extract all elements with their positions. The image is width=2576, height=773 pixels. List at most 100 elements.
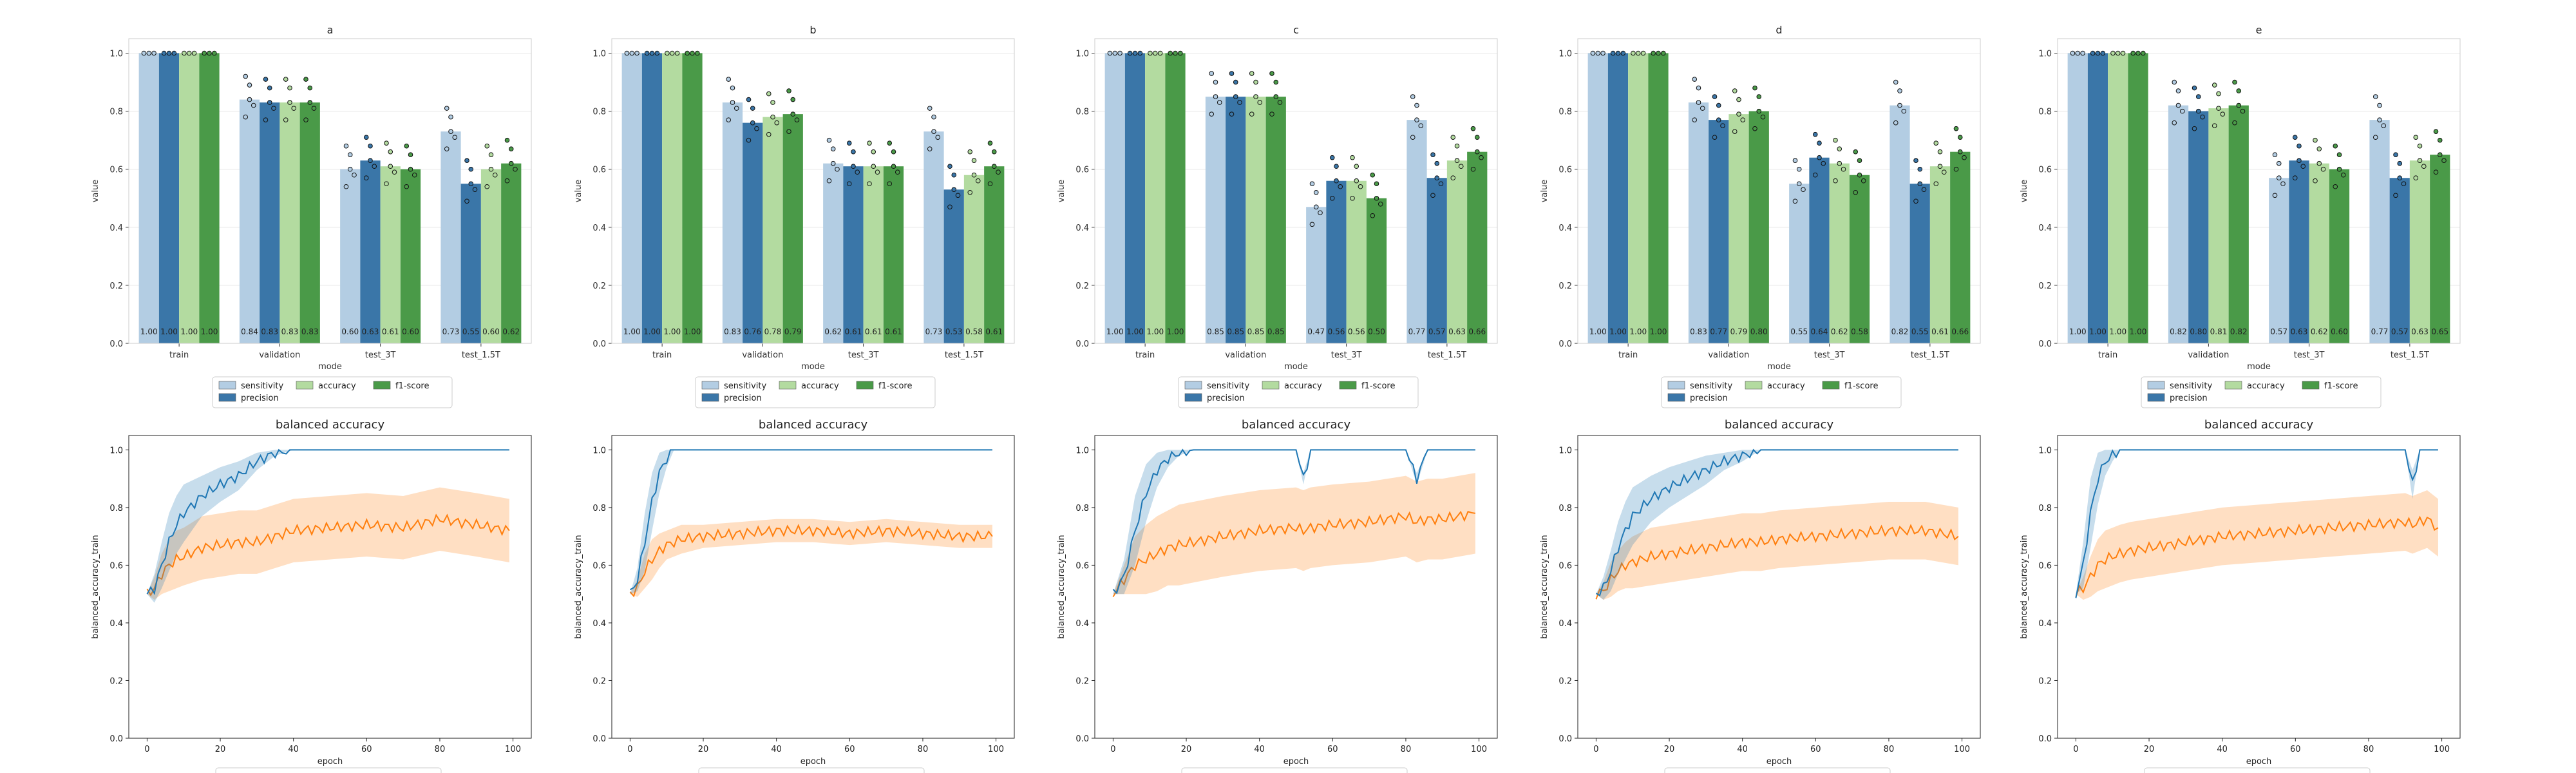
x-axis-label: epoch	[800, 757, 826, 767]
fold-point	[303, 117, 308, 122]
fold-point	[444, 146, 450, 151]
fold-point	[2292, 175, 2298, 181]
fold-point	[1752, 126, 1757, 131]
fold-point	[2372, 135, 2378, 140]
bar-value-label: 0.77	[2371, 327, 2389, 336]
fold-point	[2297, 158, 2302, 163]
bar-value-label: 1.00	[1106, 327, 1124, 336]
bar-value-label: 0.63	[1448, 327, 1466, 336]
bar-value-label: 0.55	[1911, 327, 1929, 336]
bar-value-label: 0.55	[1790, 327, 1808, 336]
fold-point	[368, 143, 373, 149]
legend-label: sensitivity	[1207, 381, 1250, 391]
fold-point	[754, 126, 759, 131]
fold-point	[2417, 158, 2423, 163]
fold-point	[247, 97, 252, 102]
bar-accuracy	[279, 102, 300, 343]
bar-precision	[1124, 53, 1146, 344]
bar-value-label: 0.62	[1831, 327, 1848, 336]
x-tick-label: validation	[742, 350, 783, 360]
fold-point	[2136, 50, 2141, 56]
y-axis-label: balanced_accuracy_train	[2020, 535, 2029, 638]
fold-point	[2333, 143, 2338, 149]
fold-point	[649, 50, 655, 56]
y-tick-label: 1.0	[1075, 50, 1089, 59]
bar-f1-score	[1748, 111, 1769, 343]
fold-point	[368, 158, 373, 163]
fold-point	[363, 135, 369, 140]
fold-point	[1257, 100, 1263, 105]
bar-precision	[943, 189, 964, 343]
bar-sensitivity	[621, 53, 642, 344]
fold-point	[770, 100, 775, 105]
fold-point	[1249, 71, 1255, 76]
bar-value-label: 0.64	[1811, 327, 1828, 336]
bar-sensitivity	[239, 99, 260, 343]
fold-point	[408, 152, 413, 157]
fold-point	[996, 169, 1001, 175]
fold-point	[2216, 91, 2221, 97]
fold-point	[2377, 102, 2382, 108]
fold-point	[1921, 187, 1927, 193]
legend-swatch-accuracy	[1262, 381, 1280, 390]
fold-point	[271, 106, 276, 111]
fold-point	[1229, 111, 1235, 117]
bar-value-label: 0.56	[1328, 327, 1345, 336]
bar-value-label: 0.80	[2190, 327, 2207, 336]
fold-point	[826, 178, 832, 184]
legend-box-partial	[2144, 767, 2371, 773]
y-tick-label: 0.2	[1558, 676, 1572, 686]
bar-value-label: 0.84	[241, 327, 258, 336]
val-line	[1112, 510, 1476, 597]
fold-point	[955, 193, 961, 198]
fold-point	[1209, 71, 1215, 76]
legend-box-partial	[1181, 767, 1408, 773]
val-line-band	[1113, 473, 1475, 595]
y-tick-label: 1.0	[1558, 446, 1572, 455]
fold-point	[975, 178, 981, 184]
fold-point	[1716, 102, 1721, 108]
fold-point	[1937, 164, 1943, 169]
fold-point	[766, 91, 772, 97]
fold-point	[2393, 193, 2398, 198]
fold-point	[464, 158, 469, 163]
fold-point	[1117, 50, 1122, 56]
bar-accuracy	[963, 175, 985, 343]
bar-value-label: 0.61	[382, 327, 399, 336]
fold-point	[1957, 135, 1963, 140]
bar-value-label: 0.60	[402, 327, 419, 336]
bar-precision	[1909, 184, 1930, 343]
bar-value-label: 0.57	[2391, 327, 2409, 336]
bar-precision	[2087, 53, 2108, 344]
bar-accuracy	[1628, 53, 1649, 344]
bar-precision	[843, 166, 864, 343]
x-tick-label: train	[1135, 350, 1155, 360]
fold-point	[931, 129, 936, 134]
val-line-band	[1596, 501, 1958, 600]
y-tick-label: 1.0	[592, 446, 606, 455]
bar-value-label: 0.81	[2210, 327, 2228, 336]
fold-point	[1273, 79, 1279, 85]
train-line-band	[147, 450, 509, 603]
fold-point	[1414, 102, 1419, 108]
fold-point	[1329, 155, 1335, 160]
fold-point	[1474, 149, 1480, 155]
fold-point	[1450, 175, 1456, 181]
fold-point	[1692, 77, 1698, 82]
fold-point	[1370, 213, 1376, 218]
y-tick-label: 0.2	[1075, 282, 1089, 291]
train-line	[1112, 448, 1475, 595]
bar-value-label: 0.58	[965, 327, 983, 336]
fold-point	[1953, 126, 1959, 131]
bar-accuracy	[380, 166, 401, 343]
fold-point	[1458, 164, 1464, 169]
fold-point	[2276, 175, 2282, 181]
bar-sensitivity	[722, 102, 743, 343]
bar-precision	[460, 184, 481, 343]
fold-point	[927, 146, 933, 151]
bar-value-label: 1.00	[140, 327, 158, 336]
fold-point	[492, 172, 498, 178]
fold-point	[2192, 85, 2197, 91]
